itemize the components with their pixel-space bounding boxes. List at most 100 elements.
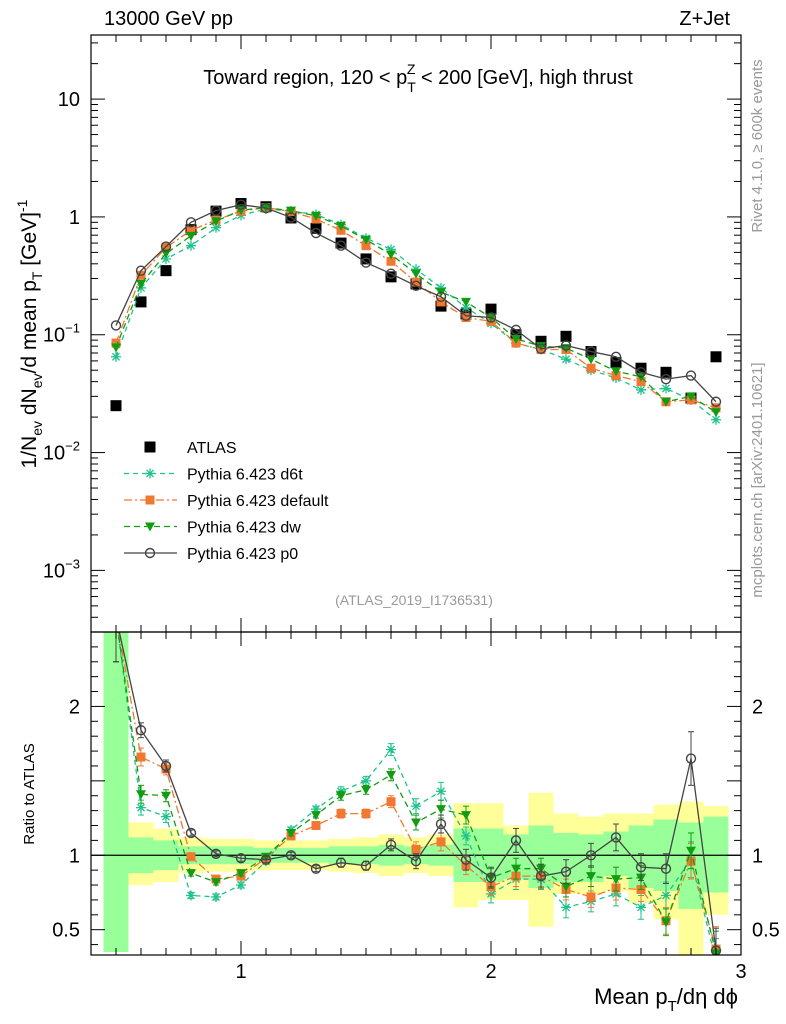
ratio-series-group xyxy=(111,612,722,966)
main-point-d6t xyxy=(111,351,121,362)
main-point-p0 xyxy=(560,340,572,351)
main-point-p0 xyxy=(185,217,197,228)
mcplots-label: mcplots.cern.ch [arXiv:2401.10621] xyxy=(749,362,766,597)
tick-labels: 1 2 3 10 1 10−1 10−2 10−3 0.5 0.5 1 1 2 2 xyxy=(43,89,780,983)
ratio-point-d6t xyxy=(561,902,571,913)
main-point-data xyxy=(360,253,372,265)
x-tick-label: 1 xyxy=(235,961,246,983)
main-point-p0 xyxy=(310,227,322,239)
ratio-point-p0 xyxy=(435,818,447,830)
main-point-p0 xyxy=(710,396,722,407)
ratio-point-dw xyxy=(411,818,421,828)
legend-label-default: Pythia 6.423 default xyxy=(187,493,329,510)
main-point-data xyxy=(385,271,397,283)
main-point-dw xyxy=(386,250,396,260)
main-point-dw xyxy=(461,297,471,307)
ratio-point-default xyxy=(411,844,421,854)
ratio-point-d6t xyxy=(661,890,671,901)
ratio-y-axis-title: Ratio to ATLAS xyxy=(21,743,38,844)
legend-item-p0: Pythia 6.423 p0 xyxy=(124,546,298,563)
main-point-dw xyxy=(711,408,721,418)
main-point-default xyxy=(161,243,171,253)
main-frame xyxy=(90,34,742,633)
y-axis-title: 1/Nev dNev/d mean pT [GeV]-1 xyxy=(14,199,45,468)
main-point-data xyxy=(235,198,247,210)
main-point-dw xyxy=(186,231,196,241)
main-point-p0 xyxy=(460,310,472,321)
main-point-default xyxy=(461,313,471,323)
main-series-group xyxy=(110,198,722,425)
ratio-point-d6t xyxy=(161,811,171,822)
ratio-point-d6t xyxy=(111,612,121,622)
legend-marker-default xyxy=(145,495,155,505)
main-point-data xyxy=(160,265,172,277)
legend-label-p0: Pythia 6.423 p0 xyxy=(187,546,298,563)
main-point-dw xyxy=(111,343,121,353)
legend-marker-d6t xyxy=(145,468,155,479)
y-tick-label: 10−1 xyxy=(43,321,80,347)
plot-title-part-1: Toward region, 120 < p xyxy=(203,67,407,89)
main-point-p0 xyxy=(435,291,447,302)
ratio-point-d6t xyxy=(636,902,646,913)
ratio-point-dw xyxy=(336,791,346,801)
ratio-line-d6t xyxy=(117,632,716,955)
ratio-point-d6t xyxy=(386,744,396,755)
main-point-dw xyxy=(586,355,596,365)
ratio-point-default xyxy=(586,892,596,902)
main-series-default xyxy=(111,203,721,413)
main-point-data xyxy=(710,351,722,363)
main-point-p0 xyxy=(385,268,397,279)
ratio-uncertainty-bands xyxy=(103,632,729,955)
main-point-default xyxy=(186,225,196,235)
main-point-default xyxy=(361,241,371,251)
main-line-p0 xyxy=(115,204,717,403)
main-point-d6t xyxy=(661,383,671,394)
main-point-data xyxy=(335,237,347,249)
legend-marker-p0 xyxy=(144,547,156,559)
ratio-point-p0 xyxy=(410,856,422,867)
ratio-point-d6t xyxy=(711,956,721,966)
ratio-y-tick-label-right: 1 xyxy=(752,845,763,867)
ratio-point-dw xyxy=(286,828,296,838)
main-point-dw xyxy=(336,221,346,231)
main-point-p0 xyxy=(585,346,597,357)
legend-item-dw: Pythia 6.423 dw xyxy=(124,520,301,537)
ratio-point-dw xyxy=(586,872,596,882)
main-point-p0 xyxy=(135,265,147,276)
main-point-p0 xyxy=(410,280,422,292)
main-point-default xyxy=(586,363,596,373)
ratio-point-d6t xyxy=(136,802,146,813)
ratio-point-dw xyxy=(211,878,221,888)
main-point-default xyxy=(386,256,396,266)
main-point-data xyxy=(560,330,572,342)
main-point-p0 xyxy=(160,241,172,252)
plot-title-subscript: T xyxy=(407,79,416,95)
main-point-default xyxy=(111,338,121,348)
ratio-point-p0 xyxy=(235,853,247,864)
ratio-point-dw xyxy=(436,805,446,815)
ratio-point-dw xyxy=(361,785,371,795)
ratio-point-p0 xyxy=(585,850,597,861)
ratio-point-dw xyxy=(686,846,696,856)
main-point-p0 xyxy=(535,343,547,354)
main-point-d6t xyxy=(711,414,721,425)
ratio-point-d6t xyxy=(236,880,246,891)
main-point-d6t xyxy=(636,384,646,395)
ratio-point-dw xyxy=(386,770,396,780)
legend-item-d6t: Pythia 6.423 d6t xyxy=(124,467,303,484)
ratio-point-d6t xyxy=(436,786,446,797)
ratio-point-d6t xyxy=(211,891,221,902)
main-line-dw xyxy=(115,206,717,413)
ratio-band-green xyxy=(103,632,129,953)
main-point-p0 xyxy=(210,205,222,216)
ratio-point-p0 xyxy=(685,753,697,764)
main-point-dw xyxy=(511,335,521,345)
ratio-point-p0 xyxy=(112,613,121,622)
ratio-y-tick-label-right: 0.5 xyxy=(752,920,780,942)
ratio-point-d6t xyxy=(361,775,371,786)
main-point-data xyxy=(485,303,497,315)
ratio-point-default xyxy=(336,809,346,819)
y-tick-label: 10−3 xyxy=(43,556,80,582)
main-line-default xyxy=(115,206,717,409)
